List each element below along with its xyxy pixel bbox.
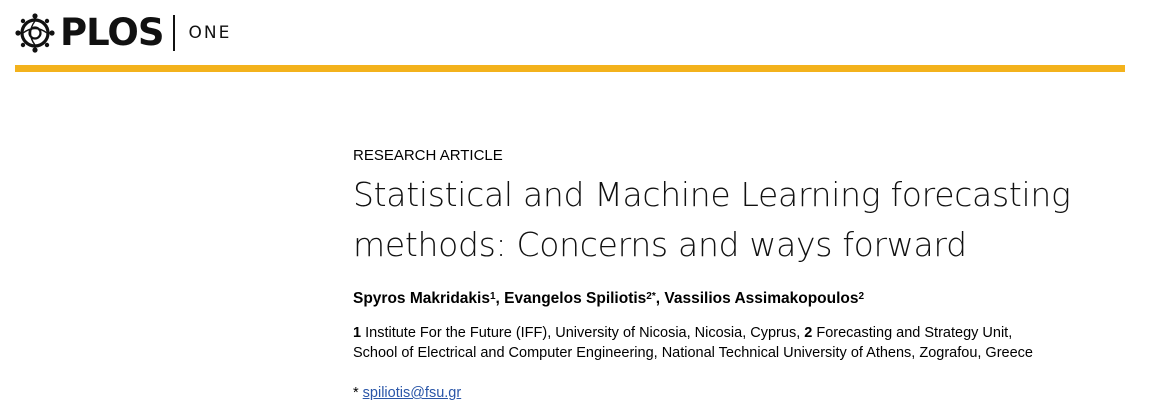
author-name[interactable]: Evangelos Spiliotis bbox=[504, 290, 647, 307]
affiliation-number: 2 bbox=[804, 325, 813, 341]
affiliations: 1 Institute For the Future (IFF), Univer… bbox=[353, 323, 1143, 363]
title-line-2: methods: Concerns and ways forward bbox=[353, 225, 967, 264]
journal-header: PLOS ONE bbox=[0, 0, 1161, 80]
journal-name: ONE bbox=[188, 23, 232, 43]
correspondence-mark: * bbox=[353, 385, 363, 401]
author-separator: , bbox=[495, 290, 505, 307]
affiliation-text: Institute For the Future (IFF), Universi… bbox=[361, 325, 805, 341]
article-front-matter: RESEARCH ARTICLE Statistical and Machine… bbox=[353, 146, 1143, 403]
article-type: RESEARCH ARTICLE bbox=[353, 147, 503, 164]
corresponding-email-link[interactable]: spiliotis@fsu.gr bbox=[362, 385, 462, 401]
affiliation-text: Forecasting and Strategy Unit, bbox=[812, 325, 1013, 341]
author-name[interactable]: Spyros Makridakis bbox=[353, 290, 490, 307]
author-list: Spyros Makridakis1, Evangelos Spiliotis2… bbox=[353, 288, 1143, 310]
journal-brand: PLOS bbox=[60, 11, 164, 54]
corresponding-mark: * bbox=[651, 291, 656, 302]
author-name[interactable]: Vassilios Assimakopoulos bbox=[664, 290, 859, 307]
author-affiliation-mark: 2* bbox=[646, 291, 656, 302]
affiliation-text: School of Electrical and Computer Engine… bbox=[353, 345, 1033, 361]
author-separator: , bbox=[655, 290, 665, 307]
logo-divider bbox=[173, 15, 176, 51]
author-affiliation-mark: 1 bbox=[489, 291, 496, 302]
affiliation-number: 1 bbox=[353, 325, 362, 341]
title-line-1: Statistical and Machine Learning forecas… bbox=[353, 175, 1071, 214]
article-title: Statistical and Machine Learning forecas… bbox=[353, 170, 1143, 270]
author-affiliation-mark: 2 bbox=[858, 291, 865, 302]
journal-logo[interactable]: PLOS ONE bbox=[14, 12, 231, 54]
correspondence: * spiliotis@fsu.gr bbox=[353, 383, 1143, 403]
plos-globe-icon bbox=[14, 12, 56, 54]
header-accent-rule bbox=[15, 65, 1125, 72]
